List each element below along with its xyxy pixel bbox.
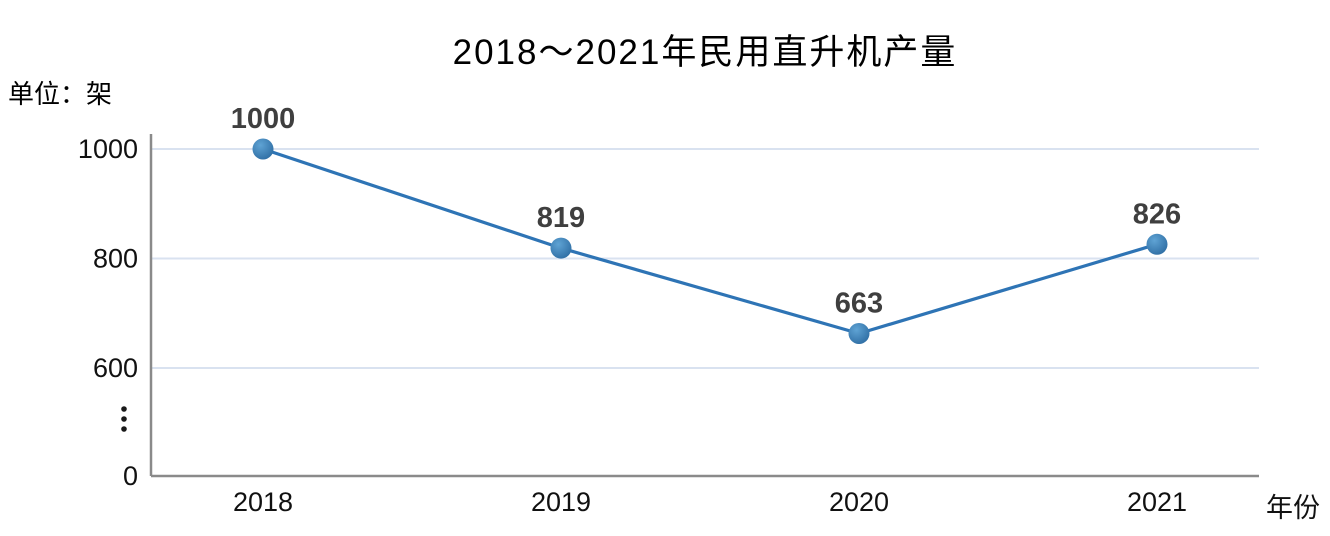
y-tick-label: 0	[123, 461, 138, 491]
y-tick-label: 600	[93, 353, 138, 383]
data-point-label: 826	[1133, 198, 1181, 230]
series-line	[261, 147, 1159, 336]
axis-break-ellipsis	[121, 416, 127, 422]
axis-break-ellipsis	[121, 426, 127, 432]
unit-label: 单位：架	[8, 79, 113, 109]
x-tick-label: 2020	[829, 487, 889, 517]
data-point	[848, 323, 870, 345]
x-tick-label: 2021	[1127, 487, 1187, 517]
data-point	[1146, 233, 1168, 255]
data-point-label: 1000	[231, 103, 296, 135]
data-point	[252, 138, 274, 160]
chart-title: 2018～2021年民用直升机产量	[452, 33, 958, 72]
y-tick-label: 1000	[78, 134, 138, 164]
data-point-label: 819	[537, 202, 585, 234]
x-tick-label: 2019	[531, 487, 591, 517]
axis-break-ellipsis	[121, 406, 127, 412]
data-point-label: 663	[835, 288, 883, 320]
x-tick-label: 2018	[233, 487, 293, 517]
y-tick-label: 800	[93, 244, 138, 274]
data-point	[550, 237, 572, 259]
x-axis-name: 年份	[1266, 493, 1320, 523]
